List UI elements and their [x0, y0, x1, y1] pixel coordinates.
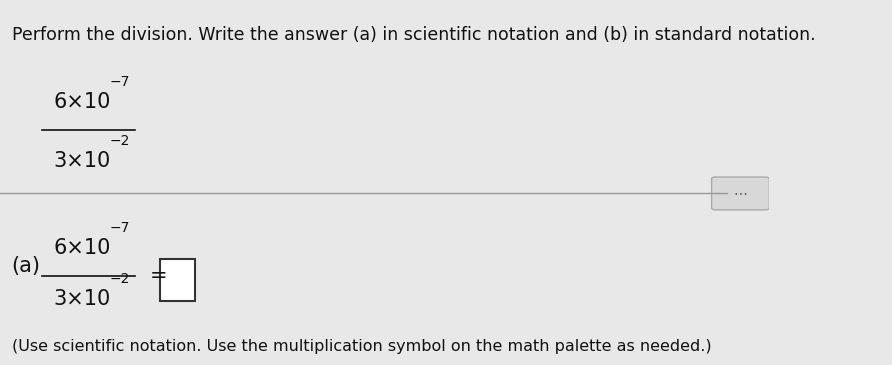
Text: ⋯: ⋯	[733, 187, 747, 200]
Text: 3×10: 3×10	[54, 151, 112, 170]
Text: Perform the division. Write the answer (a) in scientific notation and (b) in sta: Perform the division. Write the answer (…	[12, 26, 815, 43]
FancyBboxPatch shape	[160, 259, 194, 301]
Text: −2: −2	[109, 272, 129, 286]
Text: 3×10: 3×10	[54, 289, 112, 309]
Text: 6×10: 6×10	[54, 238, 112, 258]
FancyBboxPatch shape	[712, 177, 769, 210]
Text: (Use scientific notation. Use the multiplication symbol on the math palette as n: (Use scientific notation. Use the multip…	[12, 339, 711, 354]
Text: −7: −7	[109, 75, 129, 89]
Text: =: =	[150, 266, 168, 285]
Text: −2: −2	[109, 134, 129, 147]
Text: (a): (a)	[12, 257, 40, 276]
Text: −7: −7	[109, 221, 129, 235]
Text: 6×10: 6×10	[54, 92, 112, 112]
